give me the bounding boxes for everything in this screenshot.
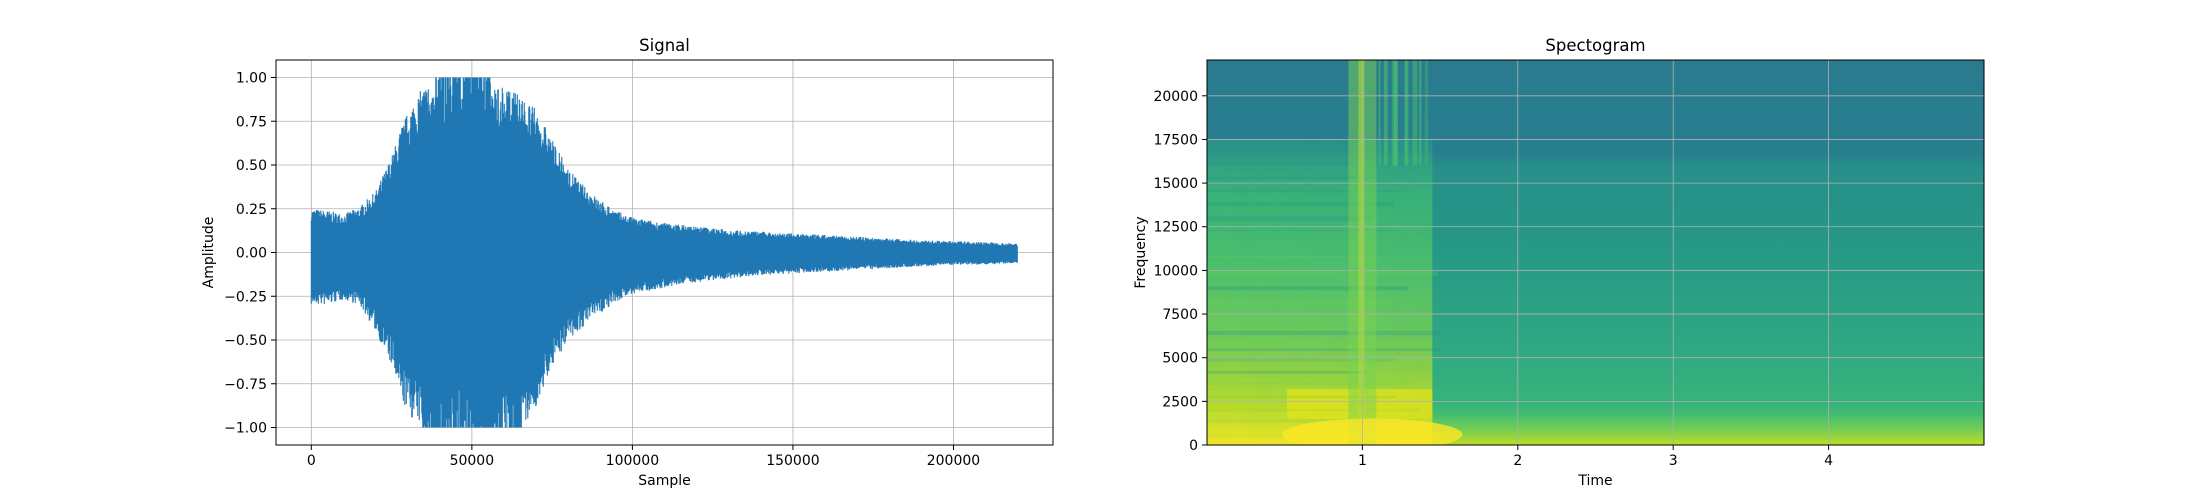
spectrogram-y-tick-label: 5000 bbox=[1162, 351, 1198, 367]
signal-ticks: 0 50000 100000 150000 200000 −1.00 −0.75 −0.50 −… bbox=[224, 71, 980, 470]
signal-y-tick-label: −0.25 bbox=[224, 289, 267, 305]
spectrogram-x-tick-label: 3 bbox=[1669, 453, 1678, 469]
signal-y-tick-label: −1.00 bbox=[224, 421, 267, 437]
signal-x-tick-label: 50000 bbox=[450, 453, 495, 469]
spectrogram-x-tick-label: 1 bbox=[1358, 453, 1367, 469]
signal-y-tick-label: 0.75 bbox=[236, 114, 267, 130]
signal-y-tick-label: 1.00 bbox=[236, 71, 267, 87]
signal-chart: 0 50000 100000 150000 200000 −1.00 −0.75 −0.50 −… bbox=[201, 36, 1054, 489]
spectrogram-chart: 1 2 3 4 0 2500 5000 7500 10000 12500 15000 17500 200… bbox=[1133, 36, 1985, 489]
spectrogram-streaks bbox=[1207, 150, 1441, 438]
signal-y-tick-label: −0.75 bbox=[224, 377, 267, 393]
signal-y-tick-label: 0.00 bbox=[236, 246, 267, 262]
spectrogram-image bbox=[1207, 60, 1984, 445]
spectrogram-y-tick-label: 20000 bbox=[1153, 89, 1198, 105]
signal-title: Signal bbox=[639, 36, 690, 55]
spectrogram-xlabel: Time bbox=[1577, 473, 1612, 489]
signal-ylabel: Amplitude bbox=[201, 217, 217, 289]
signal-y-tick-label: −0.50 bbox=[224, 333, 267, 349]
signal-x-tick-label: 0 bbox=[307, 453, 316, 469]
spectrogram-y-tick-label: 12500 bbox=[1153, 220, 1198, 236]
signal-x-tick-label: 100000 bbox=[606, 453, 659, 469]
spectrogram-title: Spectogram bbox=[1545, 36, 1645, 55]
spectrogram-y-tick-label: 7500 bbox=[1162, 307, 1198, 323]
signal-xlabel: Sample bbox=[638, 473, 691, 489]
spectrogram-y-tick-label: 0 bbox=[1189, 438, 1198, 454]
spectrogram-ticks: 1 2 3 4 0 2500 5000 7500 10000 12500 15000 17500 200… bbox=[1153, 89, 1833, 469]
spectrogram-x-tick-label: 2 bbox=[1513, 453, 1522, 469]
spectrogram-y-tick-label: 17500 bbox=[1153, 132, 1198, 148]
signal-line bbox=[310, 77, 1018, 428]
spectrogram-ylabel: Frequency bbox=[1133, 216, 1149, 288]
signal-y-tick-label: 0.50 bbox=[236, 158, 267, 174]
spectrogram-axes-frame bbox=[1206, 59, 1985, 446]
spectrogram-y-tick-label: 10000 bbox=[1153, 263, 1198, 279]
spectrogram-y-tick-label: 15000 bbox=[1153, 176, 1198, 192]
signal-x-tick-label: 200000 bbox=[927, 453, 980, 469]
signal-y-tick-label: 0.25 bbox=[236, 202, 267, 218]
signal-x-tick-label: 150000 bbox=[766, 453, 819, 469]
spectrogram-y-tick-label: 2500 bbox=[1162, 394, 1198, 410]
spectrogram-x-tick-label: 4 bbox=[1824, 453, 1833, 469]
signal-waveform bbox=[310, 77, 1018, 428]
spectrogram-burst bbox=[1207, 139, 1433, 445]
